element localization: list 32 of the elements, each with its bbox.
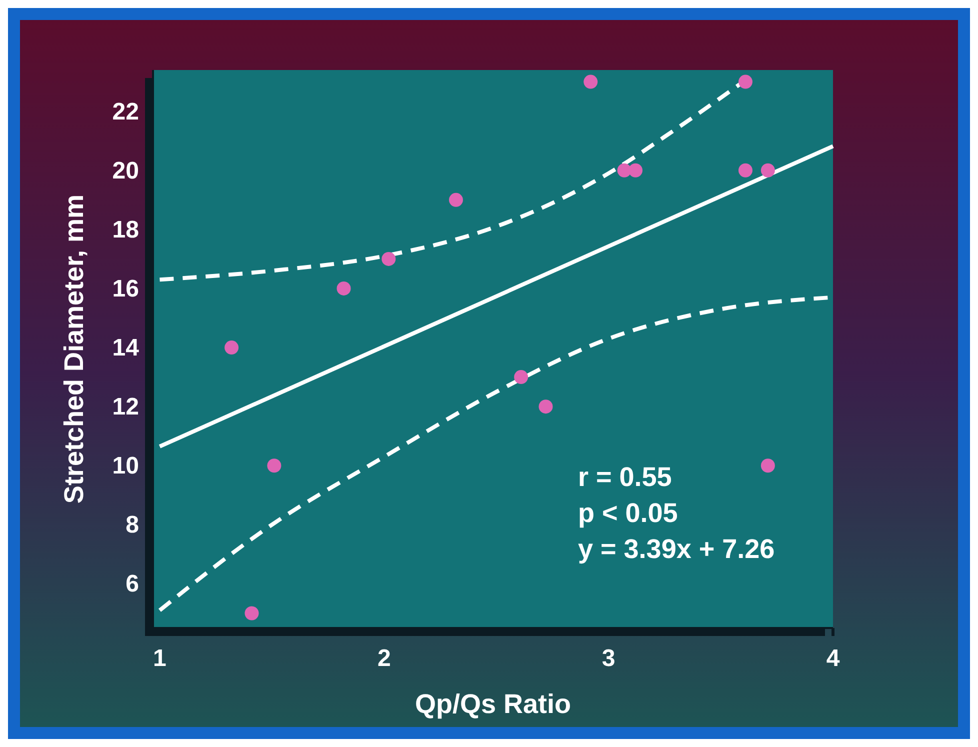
x-tick-label: 3 [602, 645, 616, 672]
point [760, 458, 775, 473]
annotation: p < 0.05 [578, 498, 678, 528]
point [584, 74, 598, 89]
x-tick-label: 1 [153, 645, 166, 672]
point [448, 192, 463, 207]
y-tick-label: 12 [112, 394, 139, 421]
annotation: r = 0.55 [578, 462, 672, 492]
x-tick-label: 2 [377, 645, 391, 672]
x-axis-title: Qp/Qs Ratio [414, 689, 572, 719]
y-tick-label: 16 [112, 275, 139, 302]
point [760, 163, 775, 178]
point [267, 458, 282, 473]
x-tick-label: 4 [826, 645, 840, 672]
point [628, 163, 643, 178]
y-tick-label: 14 [112, 334, 140, 362]
annotation: y = 3.39x + 7.26 [578, 534, 775, 564]
point [224, 340, 239, 355]
y-tick-label: 10 [112, 452, 139, 480]
point [244, 606, 259, 620]
point [738, 163, 752, 178]
y-tick-label: 22 [112, 98, 139, 126]
point [538, 400, 553, 414]
y-tick-label: 20 [112, 157, 139, 184]
point [514, 370, 528, 384]
y-axis-title: Stretched Diameter, mm [59, 194, 89, 504]
y-tick-label: 18 [112, 216, 139, 244]
y-tick-label: 8 [126, 512, 139, 539]
point [382, 252, 396, 266]
point [738, 74, 752, 89]
point [336, 281, 351, 296]
y-tick-label: 6 [126, 570, 139, 598]
